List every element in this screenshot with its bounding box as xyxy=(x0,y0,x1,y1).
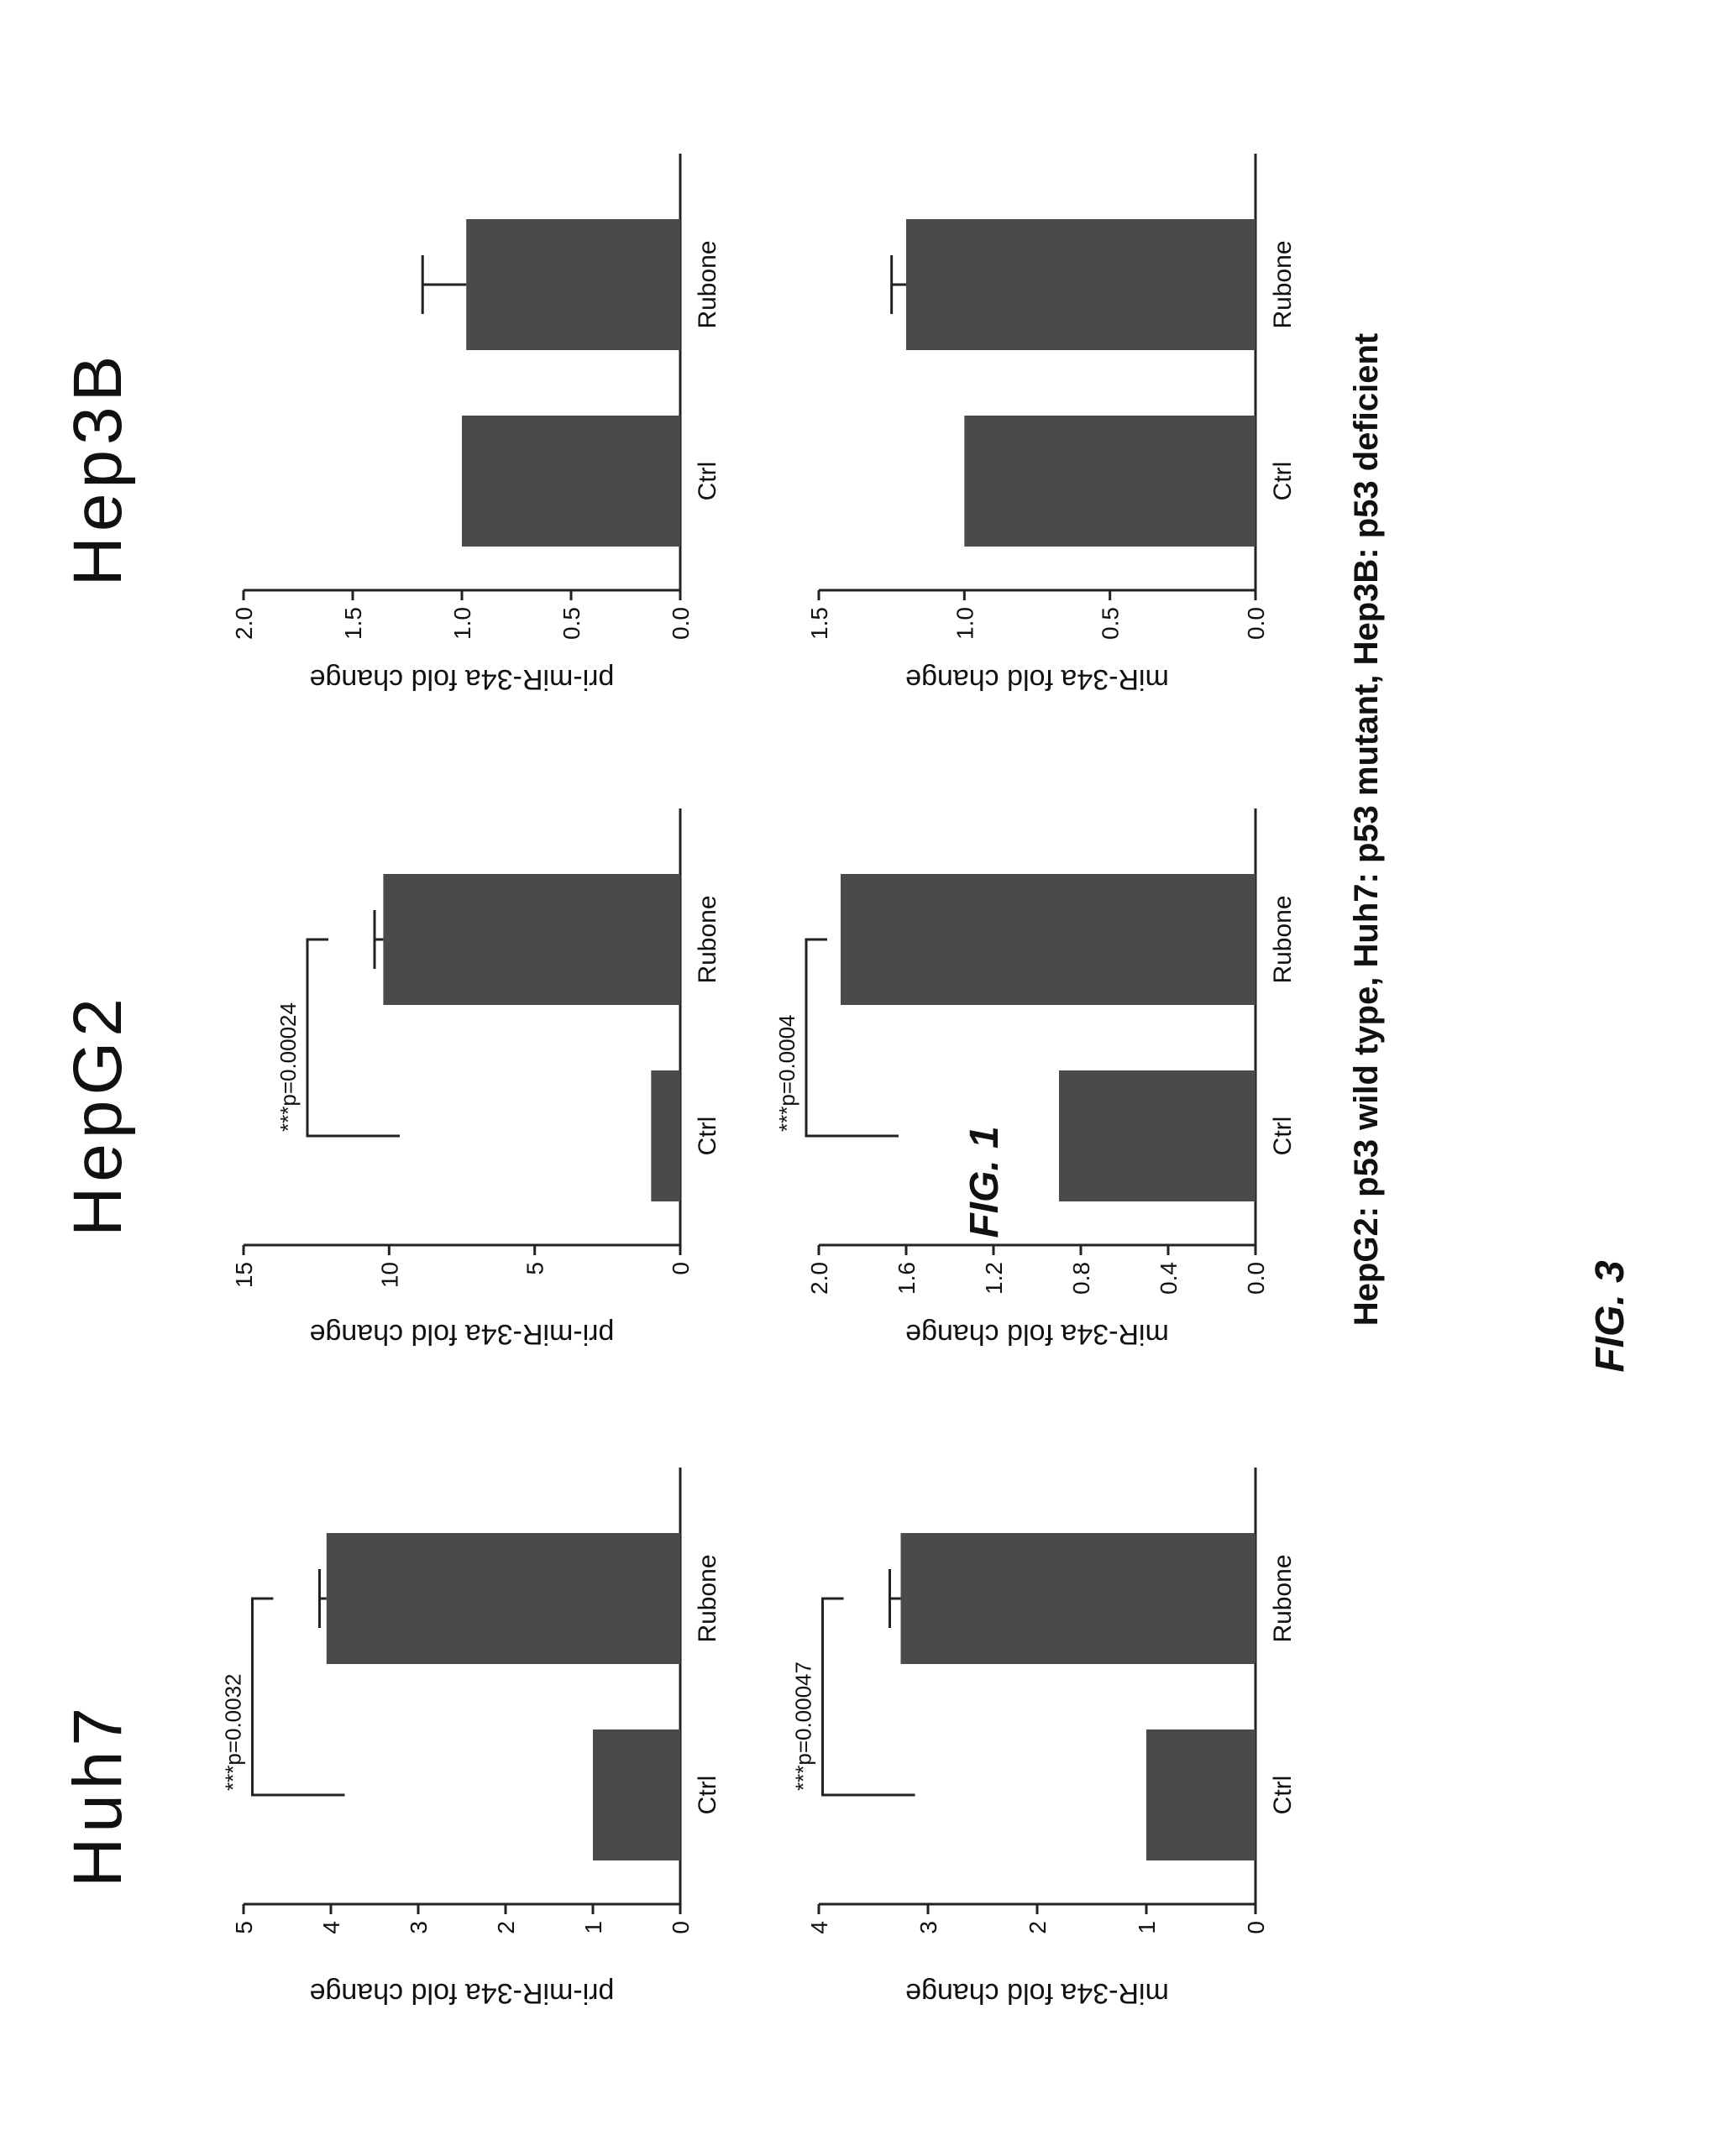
x-tick-label: Rubone xyxy=(1269,240,1297,328)
bar-ctrl xyxy=(964,416,1256,547)
y-tick-label: 0.5 xyxy=(1098,607,1124,640)
y-axis-label: miR-34a fold change xyxy=(905,663,1169,695)
figure-number: FIG. 3 xyxy=(1587,1260,1633,1372)
x-tick-label: Ctrl xyxy=(1269,462,1297,501)
figure-caption: HepG2: p53 wild type, Huh7: p53 mutant, … xyxy=(1348,333,1386,1326)
y-tick-label: 0.0 xyxy=(1243,607,1269,640)
y-tick-label: 1.5 xyxy=(806,607,832,640)
bar-rubone xyxy=(906,219,1256,350)
y-tick-label: 1.0 xyxy=(951,607,978,640)
overlay-figure-label: FIG. 1 xyxy=(962,1126,1008,1238)
